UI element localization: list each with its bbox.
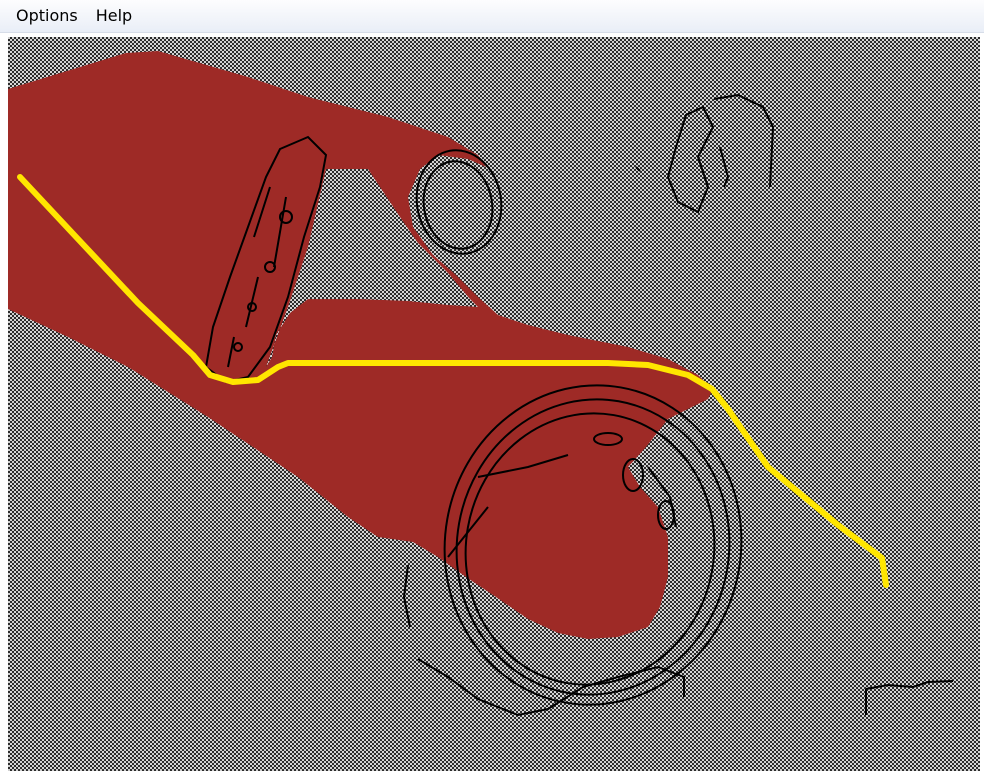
edge-outlines xyxy=(204,93,954,717)
segmentation-view xyxy=(8,37,980,771)
menu-options[interactable]: Options xyxy=(16,6,78,25)
menu-help[interactable]: Help xyxy=(95,6,133,25)
traced-path xyxy=(17,174,889,588)
background-hole xyxy=(266,169,478,367)
segmented-region xyxy=(8,51,713,639)
menu-bar: Options Help xyxy=(0,0,984,33)
image-canvas[interactable] xyxy=(8,37,980,771)
